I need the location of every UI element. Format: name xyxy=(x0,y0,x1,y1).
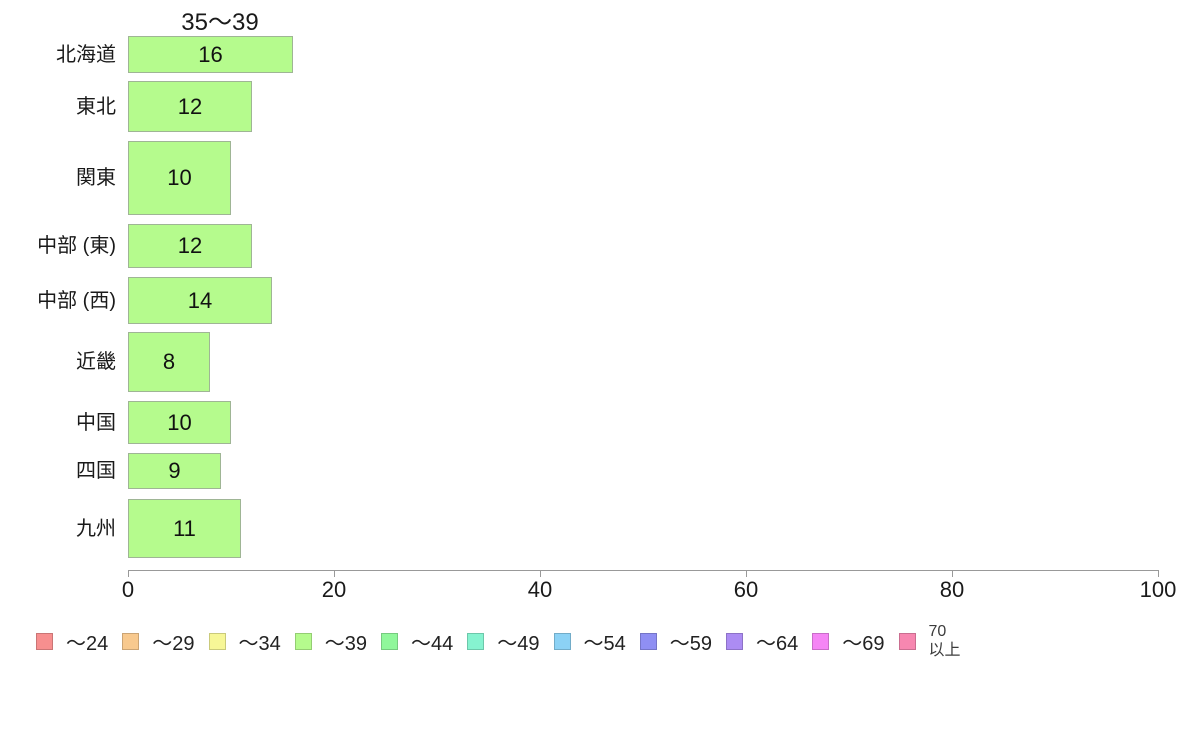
bar-7: 9 xyxy=(128,453,221,489)
bar-value-label: 12 xyxy=(177,233,203,258)
bar-3: 12 xyxy=(128,224,252,268)
x-axis-tick xyxy=(746,570,747,577)
bar-value-label: 8 xyxy=(162,349,176,374)
category-label: 東北 xyxy=(76,95,116,118)
legend-swatch-icon xyxy=(122,632,140,650)
bar-value-label: 9 xyxy=(168,458,181,483)
legend-label: 〜34 xyxy=(238,632,281,655)
legend-item: 〜39 xyxy=(294,627,367,656)
x-axis-tick xyxy=(1158,570,1159,577)
legend-label: 〜39 xyxy=(324,632,367,655)
category-label: 北海道 xyxy=(56,43,116,66)
x-axis-tick xyxy=(334,570,335,577)
legend-label: 〜64 xyxy=(756,632,799,655)
legend-label: 〜29 xyxy=(152,632,195,655)
legend-item: 〜54 xyxy=(553,627,626,656)
legend-swatch-icon xyxy=(381,632,398,650)
x-axis-tick-label: 60 xyxy=(733,577,759,602)
bar-4: 14 xyxy=(128,277,272,324)
legend-label: 〜44 xyxy=(411,632,454,655)
bar-value-label: 10 xyxy=(167,409,192,435)
bar-8: 11 xyxy=(128,499,241,558)
x-axis-tick-label: 40 xyxy=(527,577,553,602)
x-axis-tick-label: 100 xyxy=(1139,577,1177,602)
bar-value-label: 12 xyxy=(177,93,203,119)
x-axis-tick-label: 80 xyxy=(939,577,965,602)
category-label: 関東 xyxy=(76,167,116,189)
category-label: 近畿 xyxy=(76,351,116,373)
legend-item: 〜69 xyxy=(812,627,885,656)
legend-swatch-icon xyxy=(36,632,53,650)
bar-5: 8 xyxy=(128,332,210,392)
category-label: 九州 xyxy=(76,517,116,540)
category-label: 四国 xyxy=(76,460,116,482)
legend-swatch-icon xyxy=(898,632,916,650)
legend-label: 〜69 xyxy=(842,632,885,655)
bar-1: 12 xyxy=(128,81,252,132)
bar-value-label: 11 xyxy=(173,515,196,541)
x-axis-tick xyxy=(540,570,541,577)
legend: 〜24 〜29 〜34 〜39 〜44 〜49 〜54 〜59 〜64 〜69 70 以上 xyxy=(36,623,975,659)
legend-item: 〜34 xyxy=(208,627,281,656)
legend-swatch-icon xyxy=(639,632,657,650)
x-axis-tick xyxy=(952,570,953,577)
bar-value-label: 10 xyxy=(167,165,192,190)
bar-6: 10 xyxy=(128,401,231,444)
legend-swatch-icon xyxy=(208,632,226,650)
legend-swatch-icon xyxy=(467,632,485,650)
legend-item: 〜29 xyxy=(122,627,195,656)
legend-label: 〜59 xyxy=(669,632,712,655)
legend-item: 〜64 xyxy=(726,627,798,656)
legend-item: 〜49 xyxy=(467,627,540,656)
bar-value-label: 16 xyxy=(198,41,223,67)
bar-2: 10 xyxy=(128,141,231,215)
legend-item: 70 以上 xyxy=(898,622,961,660)
x-axis-tick-label: 0 xyxy=(121,577,135,602)
x-axis-tick xyxy=(128,570,129,577)
legend-item: 〜24 xyxy=(36,627,108,656)
bar-value-label: 14 xyxy=(187,287,213,313)
category-label: 中部 (東) xyxy=(37,235,116,257)
legend-item: 〜44 xyxy=(381,627,453,656)
chart-title: 35〜39 xyxy=(181,9,259,36)
legend-swatch-icon xyxy=(294,632,312,650)
legend-swatch-icon xyxy=(726,632,743,650)
category-label: 中部 (西) xyxy=(37,289,116,312)
legend-label: 〜54 xyxy=(583,632,626,655)
bar-0: 16 xyxy=(128,36,293,73)
x-axis-tick-label: 20 xyxy=(321,577,347,602)
legend-label: 〜49 xyxy=(497,632,540,655)
legend-label: 〜24 xyxy=(66,632,109,655)
legend-item: 〜59 xyxy=(639,627,712,656)
category-label: 中国 xyxy=(76,411,116,434)
legend-swatch-icon xyxy=(812,632,830,650)
legend-label: 70 以上 xyxy=(928,623,961,659)
legend-swatch-icon xyxy=(553,632,571,650)
x-axis-line xyxy=(128,570,1159,571)
